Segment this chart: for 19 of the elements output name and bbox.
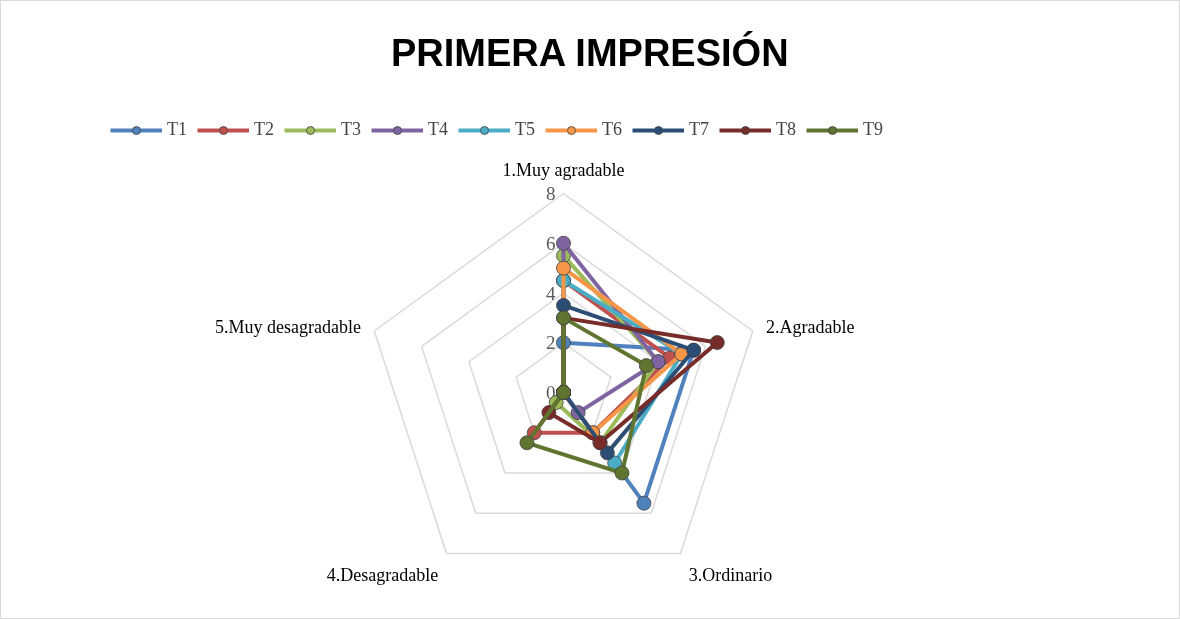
legend-label: T6	[602, 119, 622, 140]
y-tick-label: 4	[546, 282, 556, 304]
chart-title: PRIMERA IMPRESIÓN	[390, 30, 789, 74]
spoke-label: 4.Desagradable	[326, 564, 439, 585]
y-tick-label: 2	[546, 332, 556, 354]
legend-label: T1	[167, 119, 187, 140]
spoke-label: 3.Ordinario	[688, 564, 773, 585]
legend-label: T5	[515, 119, 535, 140]
spoke-label: 5.Muy desagradable	[214, 316, 361, 337]
y-tick-label: 6	[546, 232, 556, 254]
legend-label: T9	[863, 119, 883, 140]
legend-label: T4	[428, 119, 448, 140]
spoke-label: 1.Muy agradable	[502, 159, 625, 180]
spoke-label: 2.Agradable	[766, 316, 855, 337]
legend-label: T8	[776, 119, 796, 140]
legend-label: T7	[689, 119, 709, 140]
y-tick-label: 8	[546, 183, 556, 204]
legend-label: T3	[341, 119, 361, 140]
legend-label: T2	[254, 119, 274, 140]
